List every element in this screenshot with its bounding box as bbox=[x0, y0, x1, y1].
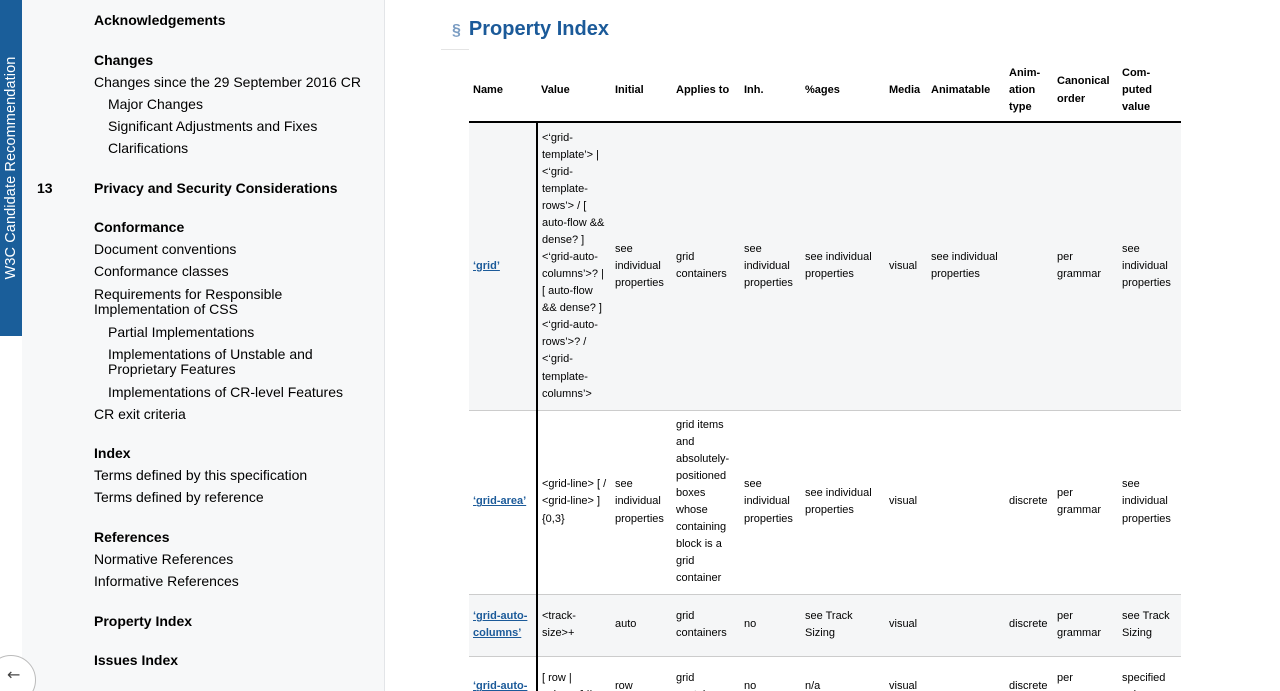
table-cell: see individual properties bbox=[611, 122, 672, 411]
page-title: § Property Index bbox=[452, 18, 609, 41]
table-cell: no bbox=[740, 594, 801, 657]
table-cell: see individual properties bbox=[1118, 122, 1181, 411]
toc-item-normative[interactable]: Normative References bbox=[94, 551, 234, 567]
table-cell: <‘grid-template’> | <‘grid-template-rows… bbox=[537, 122, 611, 411]
column-header: Anim-ation type bbox=[1005, 60, 1053, 123]
toc-section-number: 13 bbox=[37, 180, 53, 196]
table-cell: visual bbox=[885, 656, 927, 691]
table-cell: <grid-line> [ / <grid-line> ]{0,3} bbox=[537, 410, 611, 595]
table-cell: visual bbox=[885, 122, 927, 411]
table-cell: specified value bbox=[1118, 656, 1181, 691]
table-cell bbox=[927, 594, 1005, 657]
table-cell: visual bbox=[885, 594, 927, 657]
toc-item-cr-exit[interactable]: CR exit criteria bbox=[94, 406, 186, 422]
table-cell: see individual properties bbox=[801, 410, 885, 595]
table-cell: auto bbox=[611, 594, 672, 657]
table-cell bbox=[927, 410, 1005, 595]
property-index-table: Name Value Initial Applies to Inh. %ages… bbox=[469, 60, 1181, 691]
table-cell: discrete bbox=[1005, 656, 1053, 691]
table-row: ‘grid-auto- [ row | column ] || row grid… bbox=[469, 656, 1181, 691]
table-cell bbox=[927, 656, 1005, 691]
toc-item-informative[interactable]: Informative References bbox=[94, 573, 239, 589]
toc-item-changes-since[interactable]: Changes since the 29 September 2016 CR bbox=[94, 74, 361, 90]
table-cell: see individual properties bbox=[740, 410, 801, 595]
toc-item-clarifications[interactable]: Clarifications bbox=[108, 140, 189, 156]
toc-item-terms-ref[interactable]: Terms defined by reference bbox=[94, 489, 264, 505]
table-cell: see Track Sizing bbox=[801, 594, 885, 657]
table-cell: see individual properties bbox=[740, 122, 801, 411]
table-cell: grid containers bbox=[672, 656, 740, 691]
column-header: Applies to bbox=[672, 60, 740, 123]
toc-item-document-conventions[interactable]: Document conventions bbox=[94, 241, 237, 257]
column-header: %ages bbox=[801, 60, 885, 123]
property-link[interactable]: ‘grid-auto- bbox=[473, 680, 528, 691]
table-cell: discrete bbox=[1005, 410, 1053, 595]
table-row: ‘grid-auto-columns’ <track-size>+ auto g… bbox=[469, 594, 1181, 657]
toc-item-property-index[interactable]: Property Index bbox=[94, 613, 193, 629]
column-header: Inh. bbox=[740, 60, 801, 123]
column-header: Canonical order bbox=[1053, 60, 1118, 123]
toc-item-references[interactable]: References bbox=[94, 529, 170, 545]
toc-item-unstable[interactable]: Implementations of Unstable and Propriet… bbox=[108, 346, 313, 377]
toc-item-cr-level[interactable]: Implementations of CR-level Features bbox=[108, 384, 343, 400]
toc-item-terms-this[interactable]: Terms defined by this specification bbox=[94, 467, 308, 483]
toc-item-significant[interactable]: Significant Adjustments and Fixes bbox=[108, 118, 318, 134]
toc-item-acknowledgements[interactable]: Acknowledgements bbox=[94, 12, 226, 28]
toc-item-privacy[interactable]: Privacy and Security Considerations bbox=[94, 180, 338, 196]
column-header: Value bbox=[537, 60, 611, 123]
divider bbox=[441, 49, 469, 50]
table-cell: per grammar bbox=[1053, 122, 1118, 411]
table-cell: discrete bbox=[1005, 594, 1053, 657]
toc-item-index[interactable]: Index bbox=[94, 445, 131, 461]
table-cell: [ row | column ] || bbox=[537, 656, 611, 691]
property-link[interactable]: ‘grid-area’ bbox=[473, 495, 527, 508]
column-header: Initial bbox=[611, 60, 672, 123]
toc-item-issues-index[interactable]: Issues Index bbox=[94, 652, 179, 668]
table-cell: n/a bbox=[801, 656, 885, 691]
table-cell: grid items and absolutely-positioned box… bbox=[672, 410, 740, 595]
table-cell: grid containers bbox=[672, 594, 740, 657]
table-cell: see Track Sizing bbox=[1118, 594, 1181, 657]
property-link[interactable]: ‘grid’ bbox=[473, 259, 500, 272]
table-cell: see individual properties bbox=[1118, 410, 1181, 595]
section-link-icon[interactable]: § bbox=[452, 22, 461, 39]
table-of-contents: Acknowledgements Changes Changes since t… bbox=[22, 0, 385, 691]
table-cell: see individual properties bbox=[801, 122, 885, 411]
property-link[interactable]: ‘grid-auto-columns’ bbox=[473, 609, 528, 639]
toc-item-changes[interactable]: Changes bbox=[94, 52, 154, 68]
table-cell: see individual properties bbox=[927, 122, 1005, 411]
toc-item-conformance-classes[interactable]: Conformance classes bbox=[94, 263, 229, 279]
page-title-text: Property Index bbox=[468, 18, 609, 40]
table-cell: per grammar bbox=[1053, 410, 1118, 595]
table-cell: grid containers bbox=[672, 122, 740, 411]
column-header: Name bbox=[469, 60, 537, 123]
badge-text: W3C Candidate Recommendation bbox=[3, 56, 19, 280]
column-header: Com-puted value bbox=[1118, 60, 1181, 123]
table-cell: <track-size>+ bbox=[537, 594, 611, 657]
toc-item-major-changes[interactable]: Major Changes bbox=[108, 96, 203, 112]
column-header: Media bbox=[885, 60, 927, 123]
table-header-row: Name Value Initial Applies to Inh. %ages… bbox=[469, 60, 1181, 123]
column-header: Animatable bbox=[927, 60, 1005, 123]
toc-item-conformance[interactable]: Conformance bbox=[94, 219, 185, 235]
toc-item-partial[interactable]: Partial Implementations bbox=[108, 324, 255, 340]
table-cell: per grammar bbox=[1053, 656, 1118, 691]
table-row: ‘grid’ <‘grid-template’> | <‘grid-templa… bbox=[469, 122, 1181, 411]
table-row: ‘grid-area’ <grid-line> [ / <grid-line> … bbox=[469, 410, 1181, 595]
back-arrow-icon: ← bbox=[7, 665, 21, 684]
table-cell: no bbox=[740, 656, 801, 691]
table-cell: see individual properties bbox=[611, 410, 672, 595]
toc-item-requirements[interactable]: Requirements for Responsible Implementat… bbox=[94, 286, 283, 317]
w3c-status-badge[interactable]: W3C Candidate Recommendation bbox=[0, 0, 22, 336]
table-cell: visual bbox=[885, 410, 927, 595]
table-cell bbox=[1005, 122, 1053, 411]
table-cell: per grammar bbox=[1053, 594, 1118, 657]
table-cell: row bbox=[611, 656, 672, 691]
